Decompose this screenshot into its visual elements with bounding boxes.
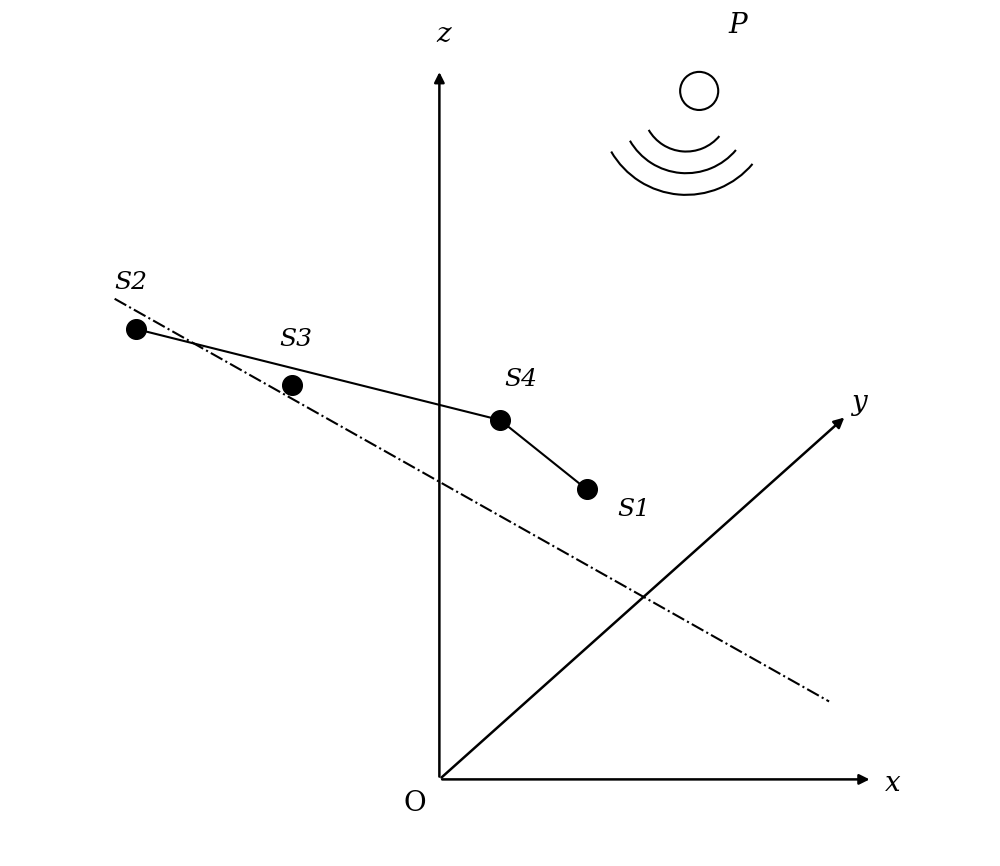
Text: P: P [729, 12, 747, 39]
Text: z: z [436, 21, 451, 48]
Text: S2: S2 [115, 271, 148, 294]
Text: x: x [885, 770, 901, 798]
Point [128, 322, 144, 336]
Text: S4: S4 [504, 368, 537, 391]
Text: S3: S3 [279, 327, 312, 351]
Text: y: y [851, 389, 866, 417]
Point [492, 413, 508, 427]
Text: S1: S1 [617, 498, 650, 521]
Point [284, 378, 300, 392]
Text: O: O [404, 790, 426, 817]
Point [579, 482, 595, 496]
